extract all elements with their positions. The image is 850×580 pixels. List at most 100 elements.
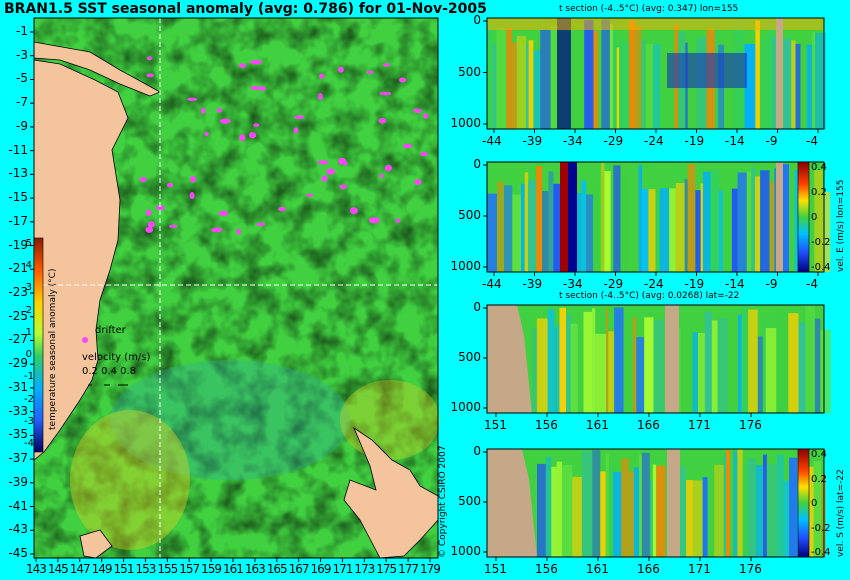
panel-stripe: [512, 194, 522, 272]
panel-stripe: [653, 319, 664, 413]
lat-tick-label: -25: [8, 308, 28, 323]
panel-stripe: [557, 323, 560, 413]
panel-stripe: [542, 191, 549, 272]
panel-xtick-label: -19: [684, 134, 705, 148]
panel-stripe: [554, 327, 557, 413]
panel-stripe: [759, 38, 769, 129]
panel-stripe: [592, 308, 596, 413]
panel-ytick-label: 0: [473, 13, 481, 27]
drifter-marker: [306, 193, 314, 197]
panel-xtick-label: -34: [563, 277, 583, 291]
panel-stripe: [496, 27, 507, 130]
panel-stripe: [645, 43, 653, 129]
panel-xtick-label: 171: [688, 418, 711, 432]
panel-stripe: [623, 323, 633, 413]
panel-stripe: [760, 170, 770, 272]
panel-xtick-label: 161: [586, 418, 609, 432]
panel-stripe: [725, 179, 732, 272]
drifter-marker: [139, 177, 147, 182]
panel-stripe: [540, 29, 551, 129]
panel-stripe: [545, 456, 552, 557]
panel-xtick-label: -39: [522, 277, 543, 291]
panel-ytick-label: 0: [473, 300, 481, 314]
lon-tick-label: 155: [157, 562, 178, 576]
panel-ytick-label: 1000: [450, 259, 481, 273]
panel-stripe: [806, 44, 813, 130]
panel-stripe: [656, 465, 666, 557]
panel-stripe: [690, 322, 693, 413]
lon-tick-label: 157: [179, 562, 200, 576]
drifter-marker: [384, 164, 392, 172]
panel-stripe: [641, 452, 650, 557]
panel-stripe: [583, 311, 593, 413]
lat-tick-label: -27: [8, 332, 28, 347]
panel-stripe: [553, 183, 565, 272]
drifter-marker: [189, 192, 195, 199]
panel-stripe: [570, 323, 578, 413]
lon-tick-label: 159: [201, 562, 222, 576]
panel-stripe: [604, 171, 611, 272]
panel-stripe: [680, 328, 691, 413]
drifter-marker: [319, 73, 325, 79]
panel-stripe: [648, 189, 656, 272]
panel-ytick-label: 0: [473, 157, 481, 171]
lat-tick-label: -31: [8, 379, 28, 394]
drifter-marker: [204, 131, 209, 136]
panel-stripe: [822, 192, 831, 272]
drifter-marker: [321, 175, 328, 182]
panel-stripe: [550, 25, 561, 129]
panel-stripe: [751, 167, 756, 272]
drifter-marker: [201, 107, 206, 114]
panel-stripe: [610, 175, 614, 272]
panel-stripe: [655, 192, 660, 272]
lat-tick-label: -37: [8, 451, 28, 466]
panel-stripe: [516, 35, 527, 129]
panel-stripe: [584, 19, 594, 129]
panel-stripe: [652, 44, 661, 130]
panel-xtick-label: -39: [522, 134, 543, 148]
panel-stripe: [586, 194, 594, 272]
drifter-marker: [423, 113, 429, 119]
panel-stripe: [791, 40, 796, 129]
panel-stripe: [608, 331, 615, 413]
panel-stripe: [574, 193, 582, 272]
drifter-marker: [257, 86, 267, 91]
drifter-marker: [414, 179, 422, 186]
panel-stripe: [616, 47, 620, 129]
panel-stripe: [714, 464, 724, 557]
panel-stripe: [613, 165, 621, 272]
panel-colorbar-tick: 0: [811, 498, 818, 509]
panel-stripe: [572, 476, 582, 557]
lon-ticks: [35, 558, 431, 562]
drifter-marker: [379, 173, 384, 178]
panel-xtick-label: -34: [563, 134, 583, 148]
lat-tick-label: -13: [8, 166, 28, 181]
panel-stripe: [692, 332, 699, 413]
drifter-marker: [238, 63, 247, 68]
lon-tick-label: 173: [354, 562, 375, 576]
panel-stripe: [629, 191, 636, 272]
lat-tick-label: -7: [16, 95, 28, 110]
panel-land: [487, 305, 532, 413]
panel-stripe: [812, 32, 816, 129]
map-colorbar-tick: -1: [24, 371, 34, 383]
panel-stripe: [695, 190, 701, 272]
drifter-marker: [145, 209, 152, 216]
map-colorbar-tick: 4: [25, 260, 32, 272]
panel-stripe: [581, 180, 587, 272]
panel-stripe: [659, 188, 670, 272]
panel-title: t section (-4..5°C) (avg: 0.0268) lat=-2…: [559, 291, 740, 301]
lat-tick-label: -35: [8, 427, 28, 442]
panel-stripe: [628, 471, 634, 557]
panel-stripe: [807, 466, 814, 557]
panel-stripe: [788, 313, 799, 413]
lat-tick-label: -33: [8, 403, 28, 418]
panel-stripe: [802, 20, 807, 130]
panel-stripe: [727, 332, 738, 413]
drifter-marker: [338, 157, 347, 165]
map-colorbar-tick: -3: [24, 415, 34, 427]
drifter-marker: [236, 228, 241, 235]
drifter-marker: [146, 73, 154, 78]
lon-tick-label: 169: [310, 562, 332, 576]
